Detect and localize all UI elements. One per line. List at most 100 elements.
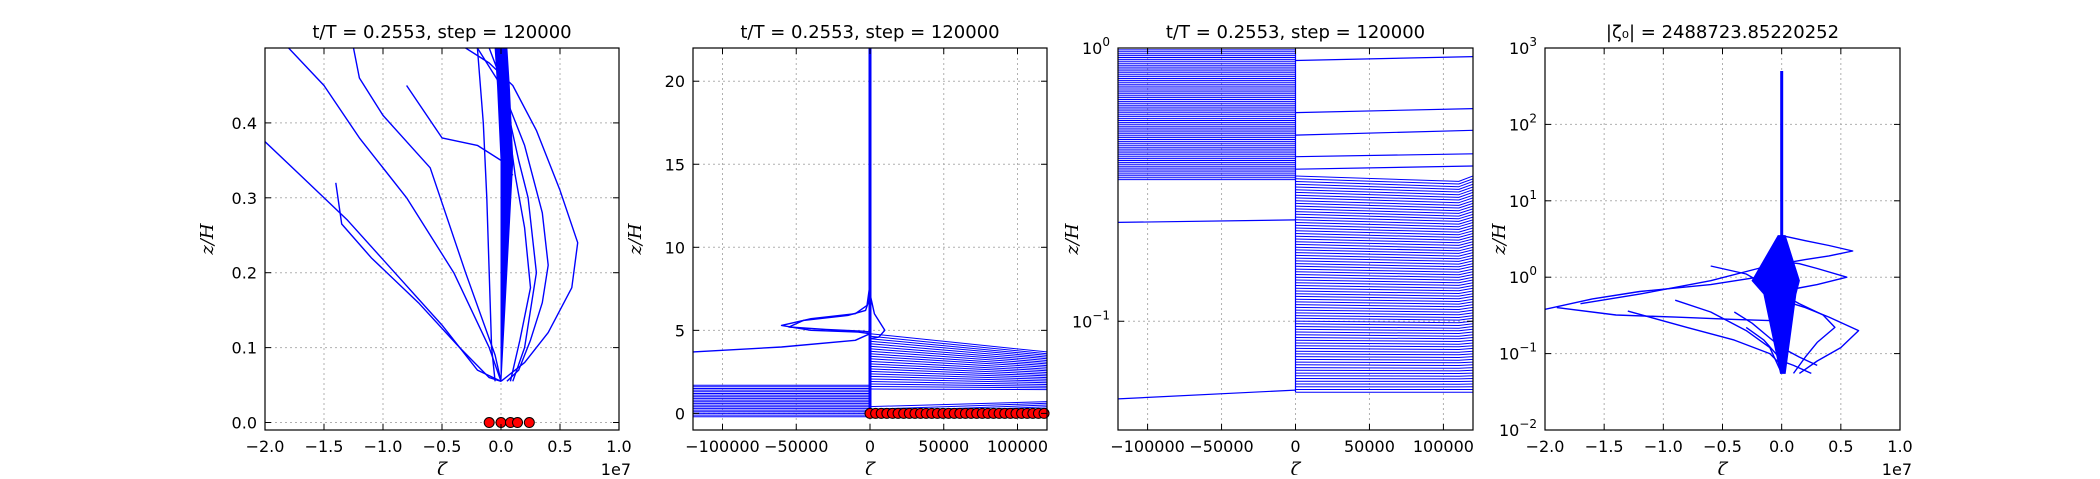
series-line xyxy=(336,183,501,381)
block-line xyxy=(1296,313,1474,315)
series-band xyxy=(495,48,513,381)
x-tick-label: 0.0 xyxy=(488,437,513,456)
block-line xyxy=(1296,354,1474,355)
x-tick-label: −0.5 xyxy=(423,437,462,456)
series-line xyxy=(354,48,502,381)
block-line xyxy=(1296,294,1474,296)
x-axis-label: ζ xyxy=(437,459,448,475)
block-line xyxy=(1296,340,1474,341)
x-tick-label: 0 xyxy=(865,437,875,456)
block-line xyxy=(1296,280,1474,283)
y-axis-label: z/H xyxy=(625,223,646,256)
x-tick-label: 100000 xyxy=(1413,437,1474,456)
data-layer xyxy=(1545,71,1859,373)
block-line xyxy=(1296,324,1474,326)
offset-label: 1e7 xyxy=(1882,460,1912,475)
series-line xyxy=(870,294,885,339)
chart-title: t/T = 0.2553, step = 120000 xyxy=(740,22,999,43)
block-line xyxy=(1296,351,1474,352)
y-tick-label: 10−1 xyxy=(1499,341,1537,364)
chart-title: |ζ₀| = 2488723.85220252 xyxy=(1606,22,1839,43)
block-line xyxy=(1296,286,1474,289)
x-axis-label: ζ xyxy=(1718,459,1729,475)
block-line xyxy=(1296,316,1474,318)
series-line xyxy=(789,297,870,332)
y-tick-label: 0.1 xyxy=(232,339,257,358)
x-tick-label: −100000 xyxy=(685,437,759,456)
block-line xyxy=(1296,338,1474,339)
x-axis-label: ζ xyxy=(1291,459,1302,475)
series-line xyxy=(1296,57,1474,61)
y-tick-label: 0 xyxy=(675,404,685,423)
series-line xyxy=(265,142,501,382)
block-line xyxy=(1296,288,1474,291)
offset-label: 1e7 xyxy=(601,460,631,475)
data-layer xyxy=(693,48,1047,417)
block-line xyxy=(1296,318,1474,320)
block-line xyxy=(1296,277,1474,280)
y-tick-label: 15 xyxy=(665,155,685,174)
x-tick-label: 1.0 xyxy=(1887,437,1912,456)
block-line xyxy=(1296,348,1474,349)
chart-title: t/T = 0.2553, step = 120000 xyxy=(1166,22,1425,43)
y-tick-label: 102 xyxy=(1509,111,1537,134)
x-tick-label: −1.0 xyxy=(1644,437,1683,456)
block-line xyxy=(1296,359,1474,360)
series-line xyxy=(1296,166,1474,169)
y-tick-label: 0.0 xyxy=(232,414,257,433)
x-tick-label: −100000 xyxy=(1110,437,1184,456)
block-line xyxy=(1296,283,1474,286)
data-layer xyxy=(265,48,578,381)
y-tick-label: 101 xyxy=(1509,188,1537,211)
y-tick-label: 100 xyxy=(1509,264,1537,287)
block-line xyxy=(1296,296,1474,298)
y-tick-label: 0.4 xyxy=(232,114,257,133)
series-line xyxy=(407,86,513,176)
series-line xyxy=(1628,311,1782,365)
y-axis-label: z/H xyxy=(1489,223,1510,256)
x-tick-label: 0.5 xyxy=(1828,437,1853,456)
block-line xyxy=(1296,291,1474,294)
y-tick-label: 103 xyxy=(1509,35,1537,58)
marker-point xyxy=(484,418,494,428)
x-tick-label: −2.0 xyxy=(1526,437,1565,456)
block-line xyxy=(1296,332,1474,334)
series-line xyxy=(1118,390,1296,399)
block-line xyxy=(1296,299,1474,301)
series-line xyxy=(489,48,536,381)
block-line xyxy=(1296,310,1474,312)
x-tick-label: −0.5 xyxy=(1703,437,1742,456)
block-line xyxy=(1296,201,1474,206)
series-line xyxy=(1296,109,1474,113)
grid xyxy=(265,48,619,430)
x-tick-label: −1.5 xyxy=(305,437,344,456)
block-line xyxy=(1296,346,1474,347)
x-tick-label: 1.0 xyxy=(606,437,631,456)
block-line xyxy=(1296,302,1474,304)
markers xyxy=(484,418,534,428)
block-line xyxy=(1296,190,1474,195)
series-line xyxy=(1118,220,1296,223)
block-line xyxy=(1296,368,1474,369)
series-line xyxy=(1296,130,1474,135)
block-line xyxy=(1296,198,1474,203)
block-line xyxy=(1296,365,1474,366)
series-line xyxy=(1581,262,1782,304)
x-tick-label: 0.5 xyxy=(547,437,572,456)
block-line xyxy=(1296,357,1474,358)
block-line xyxy=(1296,327,1474,329)
block-line xyxy=(1296,335,1474,337)
x-tick-label: 0 xyxy=(1290,437,1300,456)
x-tick-label: −1.5 xyxy=(1585,437,1624,456)
y-tick-label: 0.2 xyxy=(232,264,257,283)
series-line xyxy=(782,284,871,334)
marker-point xyxy=(524,418,534,428)
series-line xyxy=(1557,308,1782,322)
